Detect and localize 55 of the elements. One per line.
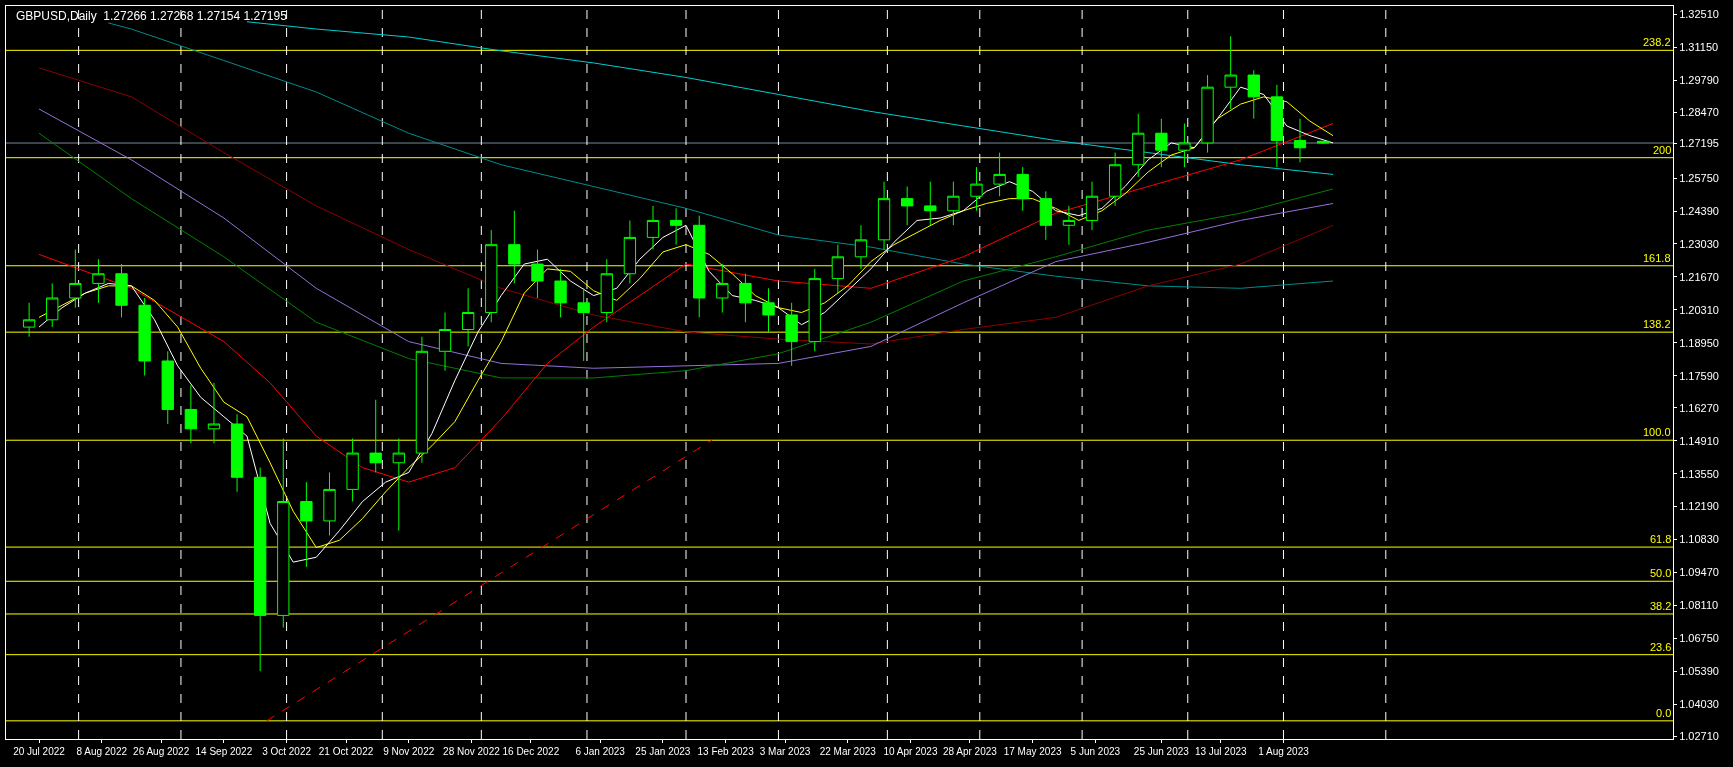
y-tick-label: 1.27195	[1679, 136, 1719, 149]
annotation: 38.2	[1650, 600, 1672, 612]
annotation: 161.8	[1643, 252, 1671, 264]
y-tick-label: 1.32510	[1679, 8, 1719, 21]
x-tick-label: 13 Jul 2023	[1194, 746, 1248, 757]
x-tick-label: 14 Sep 2022	[195, 746, 253, 757]
annotation: 100.0	[1643, 426, 1671, 438]
y-tick-label: 1.09470	[1679, 566, 1719, 579]
y-tick-label: 1.16270	[1679, 401, 1719, 414]
y-tick-label: 1.20310	[1679, 303, 1719, 316]
y-tick-label: 1.13550	[1679, 467, 1719, 480]
annotation: 0.0	[1656, 707, 1672, 719]
x-tick-label: 13 Feb 2023	[697, 746, 755, 757]
x-tick-label: 10 Apr 2023	[883, 746, 938, 757]
x-tick-label: 3 Oct 2022	[262, 746, 312, 757]
x-tick-label: 25 Jan 2023	[635, 746, 691, 757]
y-tick-label: 1.17590	[1679, 369, 1719, 382]
y-tick-label: 1.28470	[1679, 105, 1719, 118]
annotation: 138.2	[1643, 318, 1671, 330]
y-tick-label: 1.25750	[1679, 171, 1719, 184]
annotation: 50.0	[1650, 567, 1672, 579]
x-tick-label: 16 Dec 2022	[502, 746, 560, 757]
y-tick-label: 1.29790	[1679, 74, 1719, 86]
x-tick-label: 28 Nov 2022	[443, 746, 501, 757]
annotation: 61.8	[1650, 533, 1672, 545]
x-tick-label: 1 Aug 2023	[1258, 746, 1310, 757]
y-tick-label: 1.05390	[1679, 665, 1719, 678]
x-tick-label: 25 Jun 2023	[1133, 746, 1190, 757]
x-tick-label: 3 Mar 2023	[759, 746, 811, 757]
x-tick-label: 28 Apr 2023	[942, 746, 998, 757]
x-tick-label: 5 Jun 2023	[1070, 746, 1121, 757]
chart-title: GBPUSD,Daily 1.27266 1.27268 1.27154 1.27195	[16, 8, 288, 23]
x-tick-label: 22 Mar 2023	[819, 746, 877, 757]
annotation: 200	[1653, 144, 1672, 156]
x-tick-label: 8 Aug 2022	[76, 746, 128, 757]
y-tick-label: 1.31150	[1679, 41, 1719, 54]
x-tick-label: 26 Aug 2022	[133, 746, 190, 757]
y-tick-label: 1.18950	[1679, 336, 1719, 349]
x-tick-label: 20 Jul 2022	[13, 746, 66, 757]
y-tick-label: 1.12190	[1679, 500, 1719, 513]
x-tick-label: 17 May 2023	[1003, 746, 1062, 757]
y-tick-label: 1.21670	[1679, 270, 1719, 283]
y-tick-label: 1.02710	[1679, 730, 1719, 743]
y-tick-label: 1.08110	[1679, 599, 1719, 612]
y-tick-label: 1.24390	[1679, 204, 1719, 217]
y-tick-label: 1.10830	[1679, 533, 1719, 546]
y-tick-label: 1.04030	[1679, 698, 1719, 711]
x-tick-label: 6 Jan 2023	[575, 746, 626, 757]
annotation: 238.2	[1643, 36, 1671, 48]
x-tick-label: 9 Nov 2022	[383, 746, 435, 757]
annotation: 23.6	[1650, 641, 1672, 653]
y-tick-label: 1.14910	[1679, 434, 1719, 447]
x-tick-label: 21 Oct 2022	[318, 746, 374, 757]
y-tick-label: 1.06750	[1679, 632, 1719, 645]
y-tick-label: 1.23030	[1679, 237, 1719, 250]
